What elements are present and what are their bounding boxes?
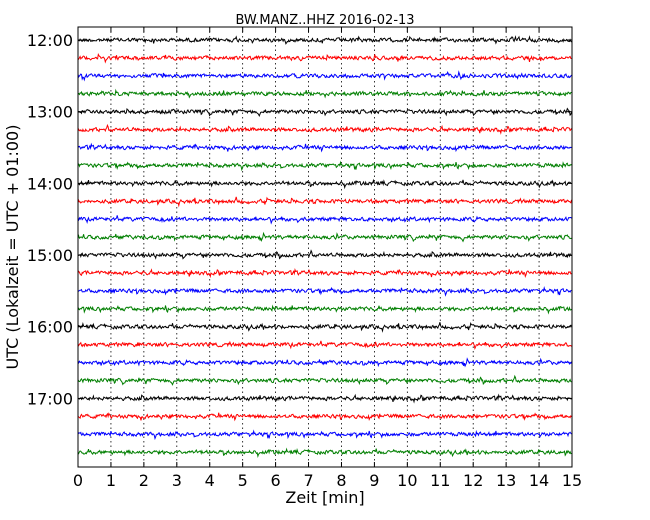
y-tick-label: 14:00 — [27, 174, 73, 193]
x-tick-label: 4 — [205, 471, 215, 490]
x-tick-label: 8 — [336, 471, 346, 490]
trace-line — [77, 286, 572, 297]
x-tick-label: 11 — [430, 471, 450, 490]
trace-line — [77, 88, 572, 99]
x-tick-label: 1 — [106, 471, 116, 490]
x-tick-label: 14 — [529, 471, 549, 490]
trace-line — [77, 52, 572, 64]
trace-line — [77, 322, 572, 333]
x-axis: 0 1 2 3 4 5 6 7 8 9 10 11 12 13 14 15 — [73, 27, 582, 490]
y-tick-label: 13:00 — [27, 103, 73, 122]
trace-line — [77, 123, 572, 135]
x-tick-label: 9 — [369, 471, 379, 490]
grid-lines — [110, 27, 540, 467]
trace-line — [77, 412, 572, 422]
trace-line — [77, 429, 572, 441]
plot-frame — [77, 26, 573, 468]
trace-line — [77, 142, 572, 153]
trace-line — [77, 215, 572, 225]
x-tick-label: 5 — [238, 471, 248, 490]
x-tick-label: 13 — [496, 471, 516, 490]
x-tick-label: 10 — [397, 471, 417, 490]
chart-title: BW.MANZ..HHZ 2016-02-13 — [235, 13, 414, 28]
trace-line — [77, 447, 572, 459]
x-tick-label: 15 — [562, 471, 582, 490]
trace-line — [77, 357, 572, 368]
x-tick-label: 2 — [139, 471, 149, 490]
trace-line — [77, 231, 572, 243]
trace-line — [77, 393, 572, 404]
y-tick-label: 12:00 — [27, 31, 73, 50]
trace-line — [77, 304, 572, 315]
y-tick-label: 17:00 — [27, 389, 73, 408]
trace-line — [77, 374, 572, 386]
trace-line — [77, 196, 572, 208]
seismic-traces — [77, 35, 572, 459]
y-tick-label: 16:00 — [27, 318, 73, 337]
trace-line — [77, 268, 572, 279]
trace-line — [77, 107, 572, 118]
trace-line — [77, 178, 572, 190]
trace-line — [77, 340, 572, 351]
y-axis: 12:00 13:00 14:00 15:00 16:00 17:00 — [27, 31, 572, 408]
y-tick-label: 15:00 — [27, 246, 73, 265]
x-tick-label: 12 — [463, 471, 483, 490]
x-tick-label: 6 — [271, 471, 281, 490]
trace-line — [77, 249, 572, 260]
trace-line — [77, 35, 572, 45]
trace-line — [77, 70, 572, 82]
trace-line — [77, 160, 572, 172]
x-tick-label: 3 — [172, 471, 182, 490]
x-tick-label: 0 — [73, 471, 83, 490]
x-axis-label: Zeit [min] — [285, 488, 364, 507]
y-axis-label: UTC (Lokalzeit = UTC + 01:00) — [3, 125, 22, 370]
x-tick-label: 7 — [303, 471, 313, 490]
